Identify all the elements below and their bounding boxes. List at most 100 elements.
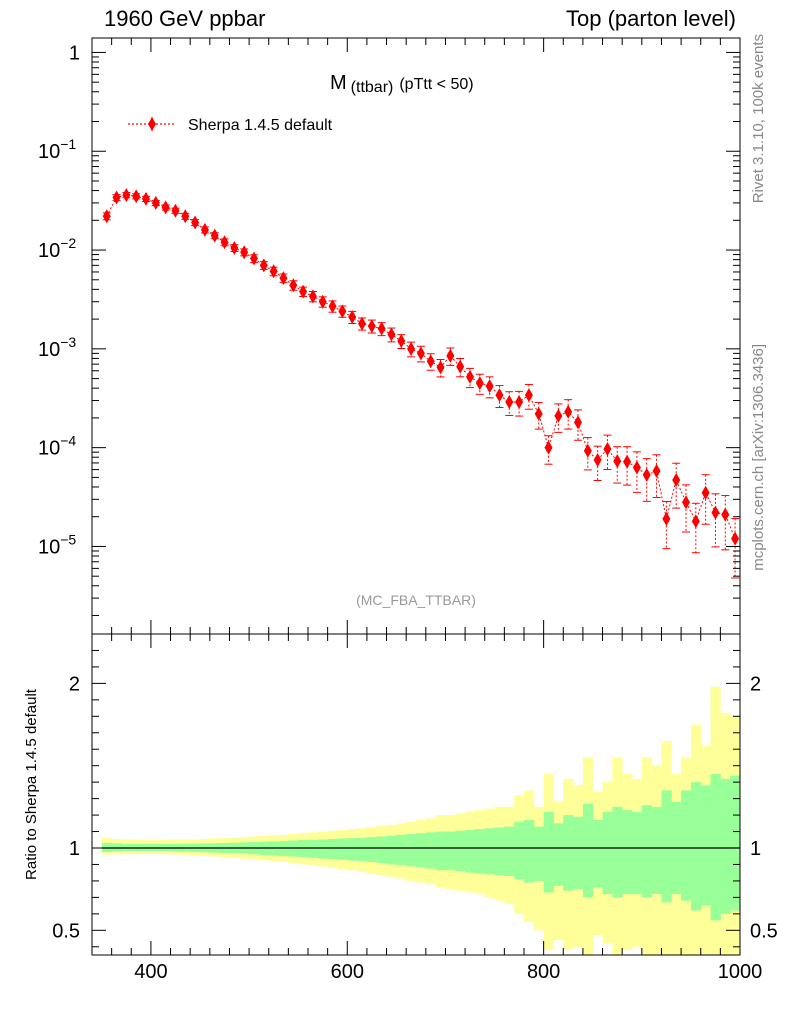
data-point: [652, 464, 661, 479]
data-point: [259, 258, 268, 273]
band-bin-1-sigma: [406, 834, 417, 867]
band-bin-1-sigma: [641, 805, 653, 898]
data-point: [318, 294, 327, 309]
data-point: [564, 404, 573, 419]
data-point: [446, 348, 455, 363]
y-tick-mantissa: 10: [38, 141, 60, 163]
band-bin-1-sigma: [337, 838, 348, 860]
band-bin-1-sigma: [317, 839, 329, 859]
data-point: [524, 388, 533, 403]
y-tick-mantissa: 10: [38, 339, 60, 361]
legend-label: Sherpa 1.4.5 default: [188, 117, 333, 134]
data-point: [701, 485, 710, 500]
data-point: [426, 354, 435, 369]
band-bin-1-sigma: [386, 835, 397, 865]
y-tick-mantissa: 10: [38, 438, 60, 460]
band-bin-1-sigma: [582, 803, 594, 898]
band-bin-1-sigma: [425, 832, 437, 869]
band-bin-1-sigma: [622, 810, 633, 895]
ratio-y-tick-label-left: 1: [69, 838, 80, 860]
band-bin-1-sigma: [514, 821, 525, 880]
data-point: [574, 415, 582, 430]
ratio-y-tick-label-right: 0.5: [750, 920, 778, 942]
data-point: [308, 289, 317, 304]
data-point: [642, 467, 651, 482]
data-point: [387, 327, 396, 342]
data-point: [407, 341, 416, 356]
header-right: Top (parton level): [566, 6, 736, 31]
band-bin-1-sigma: [533, 826, 545, 881]
data-point: [122, 188, 131, 203]
data-point: [112, 190, 121, 205]
y-tick-label: 1: [69, 42, 80, 64]
data-point: [613, 454, 622, 469]
plot-title: M (ttbar) (pTtt < 50): [330, 72, 474, 96]
data-point: [397, 334, 406, 349]
data-point: [289, 278, 298, 293]
band-bin-1-sigma: [543, 811, 554, 893]
data-point: [456, 359, 465, 374]
band-bin-1-sigma: [445, 831, 456, 871]
y-tick-mantissa: 10: [38, 240, 60, 262]
data-point: [485, 379, 494, 394]
data-point: [731, 531, 740, 546]
data-point: [416, 346, 425, 361]
data-point: [682, 495, 690, 510]
y-tick-label: 10−2: [38, 235, 76, 262]
data-point: [466, 369, 474, 384]
data-point: [171, 203, 180, 218]
data-point: [142, 191, 150, 206]
legend-marker: [148, 117, 156, 131]
main-plot-panel: M (ttbar) (pTtt < 50) (MC_FBA_TTBAR) Sherpa …: [38, 37, 741, 635]
data-point: [200, 222, 209, 237]
data-point: [151, 195, 160, 210]
band-bin-1-sigma: [494, 827, 505, 876]
band-bin-1-sigma: [455, 830, 466, 872]
data-point: [240, 245, 249, 260]
y-tick-label: 10−1: [38, 136, 76, 163]
data-point: [721, 507, 730, 522]
data-point: [583, 443, 592, 458]
band-bin-1-sigma: [347, 838, 358, 861]
band-bin-1-sigma: [720, 778, 731, 914]
ratio-y-tick-label-left: 0.5: [52, 920, 80, 942]
band-bin-1-sigma: [632, 811, 643, 895]
ratio-y-tick-label-right: 1: [750, 838, 761, 860]
ratio-plot-panel: 0.5 0.5 1 1 2 2 400 600 800 1000 Ratio to Sherpa 1…: [23, 633, 778, 983]
band-bin-1-sigma: [700, 785, 711, 906]
data-point: [662, 511, 671, 526]
data-point: [475, 376, 484, 391]
y-tick-label: 10−3: [38, 334, 76, 361]
band-bin-1-sigma: [366, 837, 378, 862]
mcplots-reference-text: mcplots.cern.ch [arXiv:1306.3436]: [750, 344, 767, 571]
rivet-version-text: Rivet 3.1.10, 100k events: [750, 34, 767, 203]
band-bin-1-sigma: [710, 773, 721, 921]
y-tick-exponent: −5: [60, 531, 76, 547]
band-bin-1-sigma: [602, 811, 613, 895]
data-point: [593, 452, 602, 467]
data-point: [250, 251, 258, 266]
band-bin-1-sigma: [524, 820, 535, 883]
band-bin-1-sigma: [465, 829, 476, 873]
data-point: [279, 271, 288, 286]
band-bin-1-sigma: [435, 831, 446, 871]
band-bin-1-sigma: [416, 833, 427, 868]
data-point: [269, 264, 278, 279]
band-bin-1-sigma: [484, 828, 495, 875]
data-point: [161, 200, 170, 215]
band-bin-1-sigma: [396, 834, 407, 866]
y-tick-exponent: −3: [60, 334, 76, 350]
x-tick-label: 600: [331, 961, 364, 983]
data-point: [230, 240, 239, 255]
data-point: [328, 299, 337, 314]
ratio-y-tick-label-left: 2: [69, 673, 80, 695]
data-point: [711, 505, 720, 520]
data-point: [495, 388, 504, 403]
data-point: [632, 460, 641, 475]
plot-title-main: M: [330, 72, 347, 94]
data-point: [181, 209, 190, 224]
band-bin-1-sigma: [504, 826, 515, 876]
plot-title-tail: (pTtt < 50): [399, 76, 473, 93]
band-bin-1-sigma: [563, 815, 574, 891]
